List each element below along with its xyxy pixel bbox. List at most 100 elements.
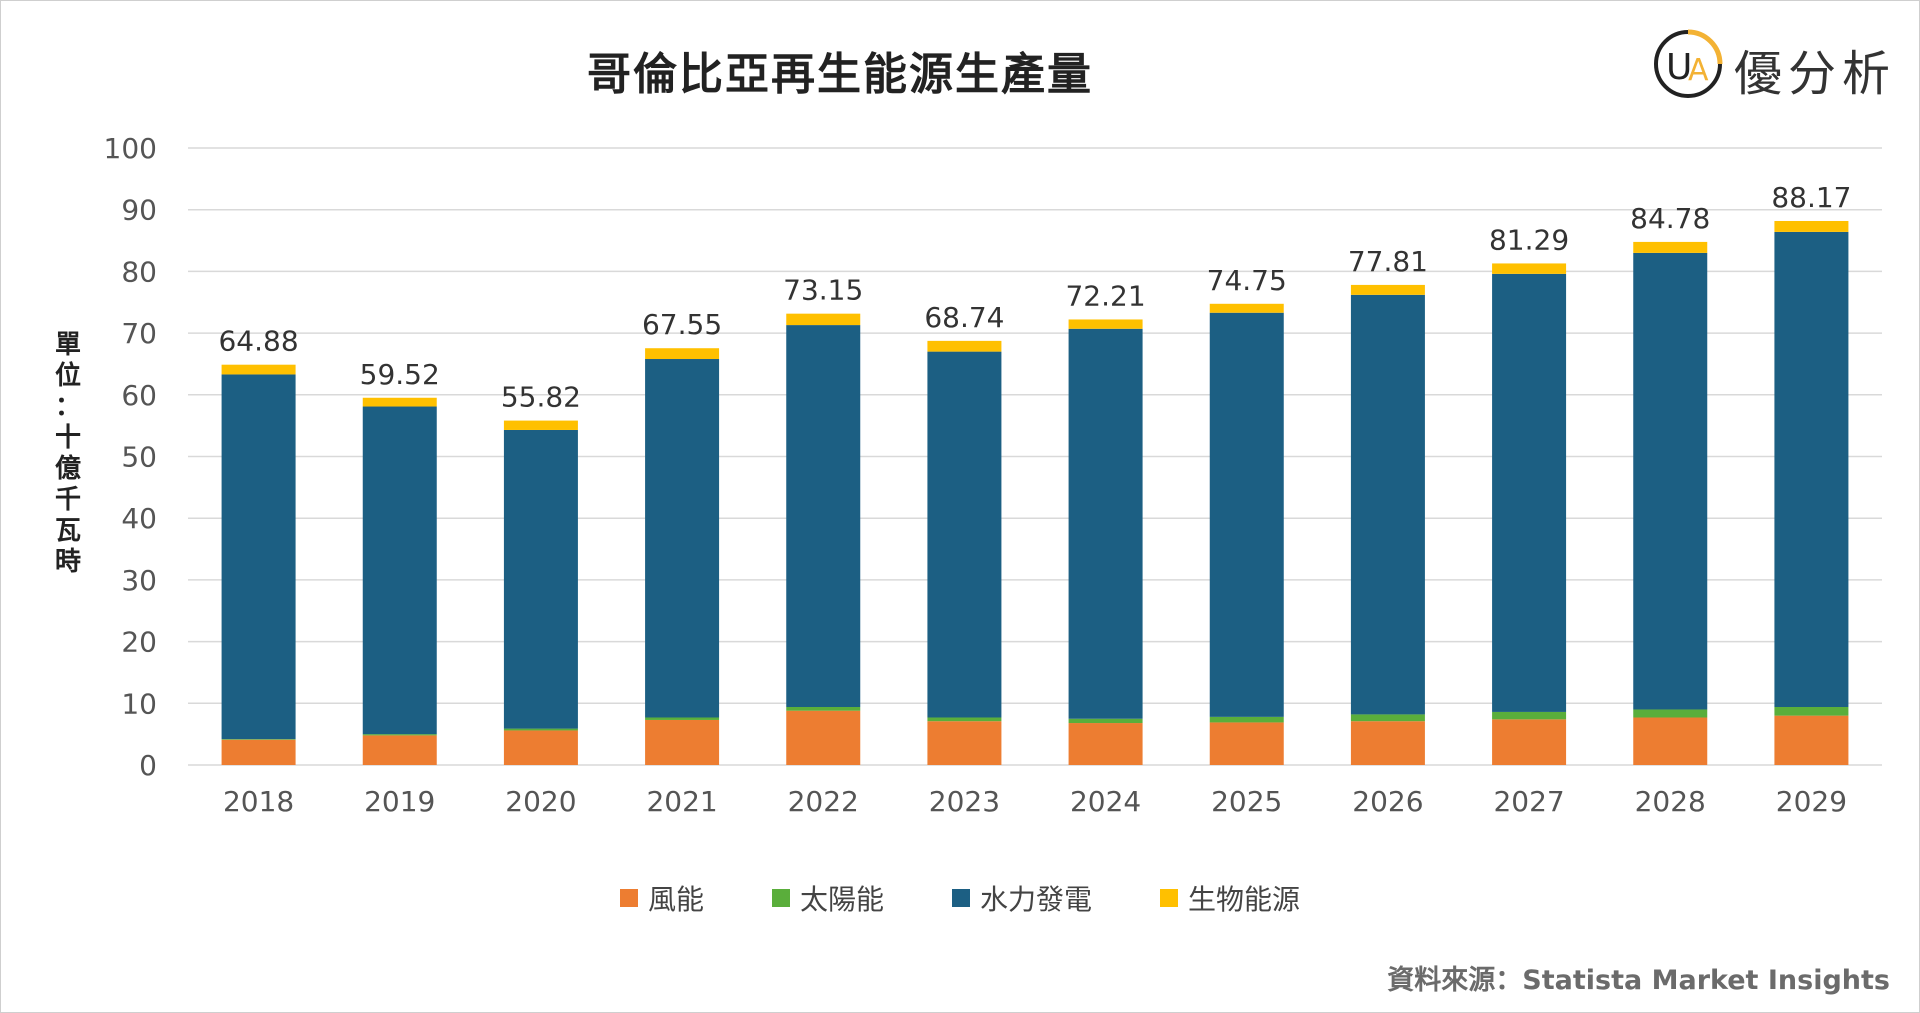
bar-total-label: 84.78 <box>1630 202 1710 235</box>
bar-segment-wind <box>503 730 578 765</box>
x-tick-label: 2018 <box>223 785 294 818</box>
bar-segment-solar <box>362 734 437 736</box>
bar-segment-bio <box>645 348 720 360</box>
stacked-bar-chart: 0 10 20 30 40 50 60 70 80 90 100 64.88 2018 59.52 2019… <box>104 132 1882 818</box>
bar-segment-bio <box>1209 303 1284 313</box>
bar-segment-hydro <box>503 429 578 729</box>
bar-total-label: 67.55 <box>642 308 722 341</box>
y-tick-label: 50 <box>121 441 157 474</box>
y-axis-label-char: 單 <box>54 330 81 360</box>
bar-total-label: 68.74 <box>924 301 1004 334</box>
bar-segment-solar <box>221 739 296 740</box>
legend-label-hydro: 水力發電 <box>980 883 1093 916</box>
bar-segment-solar <box>1209 716 1284 723</box>
bar-segment-solar <box>1633 709 1708 718</box>
bar-segment-hydro <box>362 406 437 735</box>
bar-segment-hydro <box>645 359 720 718</box>
bar-segment-wind <box>1492 719 1567 765</box>
y-axis-label-char: 時 <box>54 547 81 577</box>
bar-total-label: 77.81 <box>1348 245 1428 278</box>
legend-label-solar: 太陽能 <box>799 883 884 916</box>
legend-item-wind: 風能 <box>619 878 704 918</box>
logo-letter-a: A <box>1688 53 1709 88</box>
y-axis-label-char: ： <box>54 392 81 422</box>
bar-segment-bio <box>1492 263 1567 274</box>
bar-total-label: 59.52 <box>360 358 440 391</box>
bar-segment-wind <box>645 719 720 765</box>
x-tick-label: 2021 <box>646 785 717 818</box>
x-tick-label: 2019 <box>364 785 435 818</box>
x-tick-label: 2024 <box>1070 785 1141 818</box>
x-tick-label: 2025 <box>1211 785 1282 818</box>
brand-name: 優分析 <box>1734 46 1897 102</box>
bar-segment-hydro <box>1633 252 1708 710</box>
bar-segment-hydro <box>786 325 861 708</box>
bar-segment-solar <box>1774 707 1849 716</box>
y-tick-label: 100 <box>104 132 157 165</box>
legend-swatch-wind <box>619 889 638 907</box>
bar-segment-solar <box>645 717 720 720</box>
x-tick-label: 2029 <box>1776 785 1847 818</box>
bar-total-label: 64.88 <box>218 325 298 358</box>
legend-swatch-solar <box>771 889 790 907</box>
bar-segment-wind <box>1350 721 1425 765</box>
bar-total-label: 74.75 <box>1207 264 1287 297</box>
bar-segment-wind <box>786 710 861 765</box>
bar-segment-hydro <box>221 374 296 740</box>
bar-segment-wind <box>1633 717 1708 765</box>
legend-swatch-hydro <box>952 889 970 907</box>
y-tick-label: 40 <box>121 502 157 535</box>
bar-segment-bio <box>1350 284 1425 295</box>
bar-segment-wind <box>362 735 437 765</box>
bar-segment-wind <box>927 721 1002 765</box>
bar-segment-wind <box>1774 715 1849 765</box>
legend-label-wind: 風能 <box>647 883 704 916</box>
bar-segment-wind <box>221 739 296 765</box>
x-tick-label: 2023 <box>929 785 1000 818</box>
bar-segment-hydro <box>1350 294 1425 715</box>
legend-swatch-bio <box>1160 889 1179 907</box>
bar-segment-bio <box>1068 319 1143 329</box>
y-axis-label-char: 位 <box>54 361 81 391</box>
brand-logo: U A 優分析 <box>1648 24 1898 104</box>
source-note: 資料來源：Statista Market Insights <box>1387 965 1890 996</box>
bar-total-label: 55.82 <box>501 381 581 414</box>
bar-total-label: 73.15 <box>783 274 863 307</box>
bar-total-label: 72.21 <box>1065 279 1145 312</box>
bar-segment-solar <box>786 707 861 711</box>
x-tick-label: 2028 <box>1635 785 1706 818</box>
bar-segment-bio <box>1633 241 1708 253</box>
bar-segment-solar <box>503 728 578 731</box>
bar-segment-solar <box>1068 718 1143 724</box>
bar-segment-solar <box>1350 714 1425 722</box>
y-tick-label: 30 <box>121 564 157 597</box>
x-tick-label: 2022 <box>788 785 859 818</box>
legend-label-bio: 生物能源 <box>1188 883 1301 916</box>
y-axis-label-char: 千 <box>54 485 81 515</box>
bar-segment-hydro <box>1774 231 1849 708</box>
y-axis-label-char: 瓦 <box>54 516 81 546</box>
bar-segment-bio <box>503 420 578 430</box>
x-tick-label: 2020 <box>505 785 576 818</box>
bar-segment-wind <box>1209 722 1284 765</box>
bar-segment-wind <box>1068 723 1143 765</box>
bar-segment-bio <box>362 397 437 407</box>
legend-item-bio: 生物能源 <box>1160 878 1300 918</box>
y-tick-label: 60 <box>121 379 157 412</box>
bar-segment-bio <box>786 313 861 326</box>
logo-letter-u: U <box>1666 47 1692 88</box>
legend: 風能 太陽能 水力發電 生物能源 <box>0 878 1920 918</box>
y-tick-label: 20 <box>121 626 157 659</box>
bar-segment-bio <box>927 340 1002 352</box>
bar-segment-hydro <box>927 351 1002 718</box>
y-tick-label: 70 <box>121 317 157 350</box>
x-tick-label: 2027 <box>1493 785 1564 818</box>
bar-segment-hydro <box>1492 273 1567 712</box>
y-axis-label-char: 十 <box>54 423 81 453</box>
y-tick-label: 0 <box>139 749 157 782</box>
bar-segment-bio <box>1774 220 1849 232</box>
chart-title: 哥倫比亞再生能源生產量 <box>587 49 1093 100</box>
y-tick-label: 90 <box>121 194 157 227</box>
bar-segment-solar <box>1492 711 1567 720</box>
legend-item-solar: 太陽能 <box>771 878 884 918</box>
